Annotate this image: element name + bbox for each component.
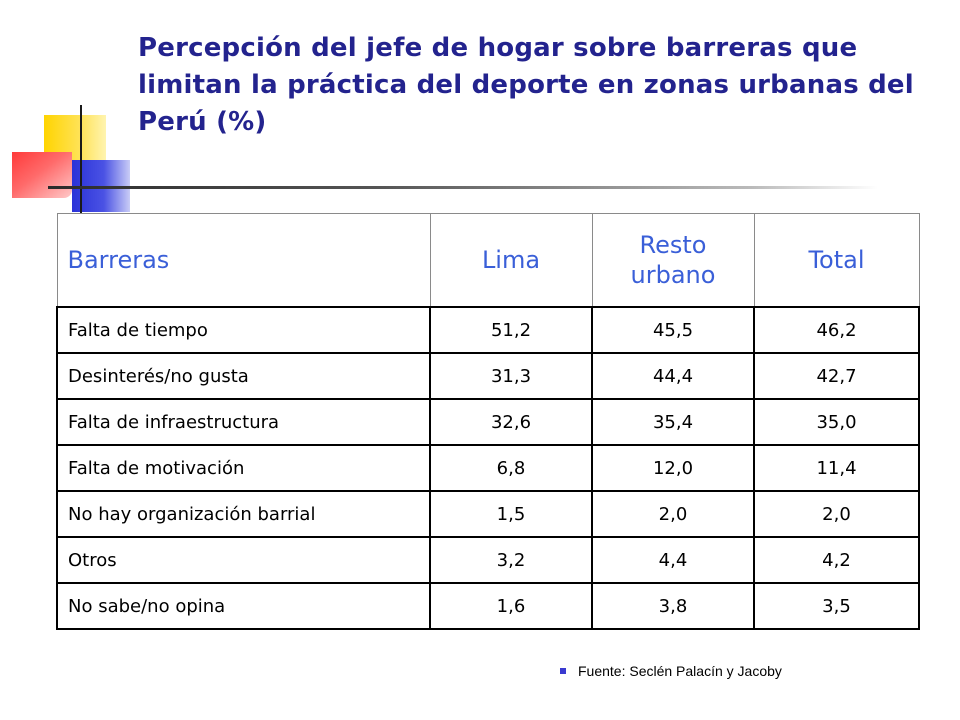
bullet-icon <box>560 668 566 675</box>
row-label: Falta de infraestructura <box>56 398 431 446</box>
table-row: Otros 3,2 4,4 4,2 <box>56 536 920 584</box>
cell-resto-urbano: 4,4 <box>591 536 755 584</box>
cell-resto-urbano: 44,4 <box>591 352 755 400</box>
logo-red-square <box>12 152 72 198</box>
cell-total: 3,5 <box>753 582 920 630</box>
cell-resto-urbano: 2,0 <box>591 490 755 538</box>
row-label: No hay organización barrial <box>56 490 431 538</box>
table-row: Desinterés/no gusta 31,3 44,4 42,7 <box>56 352 920 400</box>
cell-lima: 6,8 <box>429 444 593 492</box>
header-total: Total <box>753 213 920 307</box>
cell-resto-urbano: 45,5 <box>591 306 755 354</box>
slide-title: Percepción del jefe de hogar sobre barre… <box>138 33 914 137</box>
cell-total: 2,0 <box>753 490 920 538</box>
source-note: Fuente: Seclén Palacín y Jacoby <box>560 663 782 679</box>
cell-lima: 3,2 <box>429 536 593 584</box>
source-text: Fuente: Seclén Palacín y Jacoby <box>578 663 782 679</box>
table-row: Falta de motivación 6,8 12,0 11,4 <box>56 444 920 492</box>
cell-lima: 31,3 <box>429 352 593 400</box>
row-label: Falta de motivación <box>56 444 431 492</box>
table-row: Falta de infraestructura 32,6 35,4 35,0 <box>56 398 920 446</box>
header-barreras: Barreras <box>56 213 431 307</box>
cell-total: 46,2 <box>753 306 920 354</box>
cell-lima: 32,6 <box>429 398 593 446</box>
cell-total: 4,2 <box>753 536 920 584</box>
table-header-row: Barreras Lima Resto urbano Total <box>56 213 920 307</box>
cell-resto-urbano: 35,4 <box>591 398 755 446</box>
table-row: Falta de tiempo 51,2 45,5 46,2 <box>56 306 920 354</box>
cell-total: 35,0 <box>753 398 920 446</box>
cell-resto-urbano: 12,0 <box>591 444 755 492</box>
header-resto-urbano: Resto urbano <box>591 213 755 307</box>
title-divider-line <box>48 186 878 189</box>
cell-lima: 51,2 <box>429 306 593 354</box>
barriers-table: Barreras Lima Resto urbano Total Falta d… <box>56 213 920 630</box>
cell-lima: 1,5 <box>429 490 593 538</box>
header-lima: Lima <box>429 213 593 307</box>
table-row: No hay organización barrial 1,5 2,0 2,0 <box>56 490 920 538</box>
row-label: Falta de tiempo <box>56 306 431 354</box>
row-label: No sabe/no opina <box>56 582 431 630</box>
cell-resto-urbano: 3,8 <box>591 582 755 630</box>
decorative-vertical-line <box>80 105 82 213</box>
cell-total: 11,4 <box>753 444 920 492</box>
table-row: No sabe/no opina 1,6 3,8 3,5 <box>56 582 920 630</box>
row-label: Otros <box>56 536 431 584</box>
cell-total: 42,7 <box>753 352 920 400</box>
row-label: Desinterés/no gusta <box>56 352 431 400</box>
cell-lima: 1,6 <box>429 582 593 630</box>
